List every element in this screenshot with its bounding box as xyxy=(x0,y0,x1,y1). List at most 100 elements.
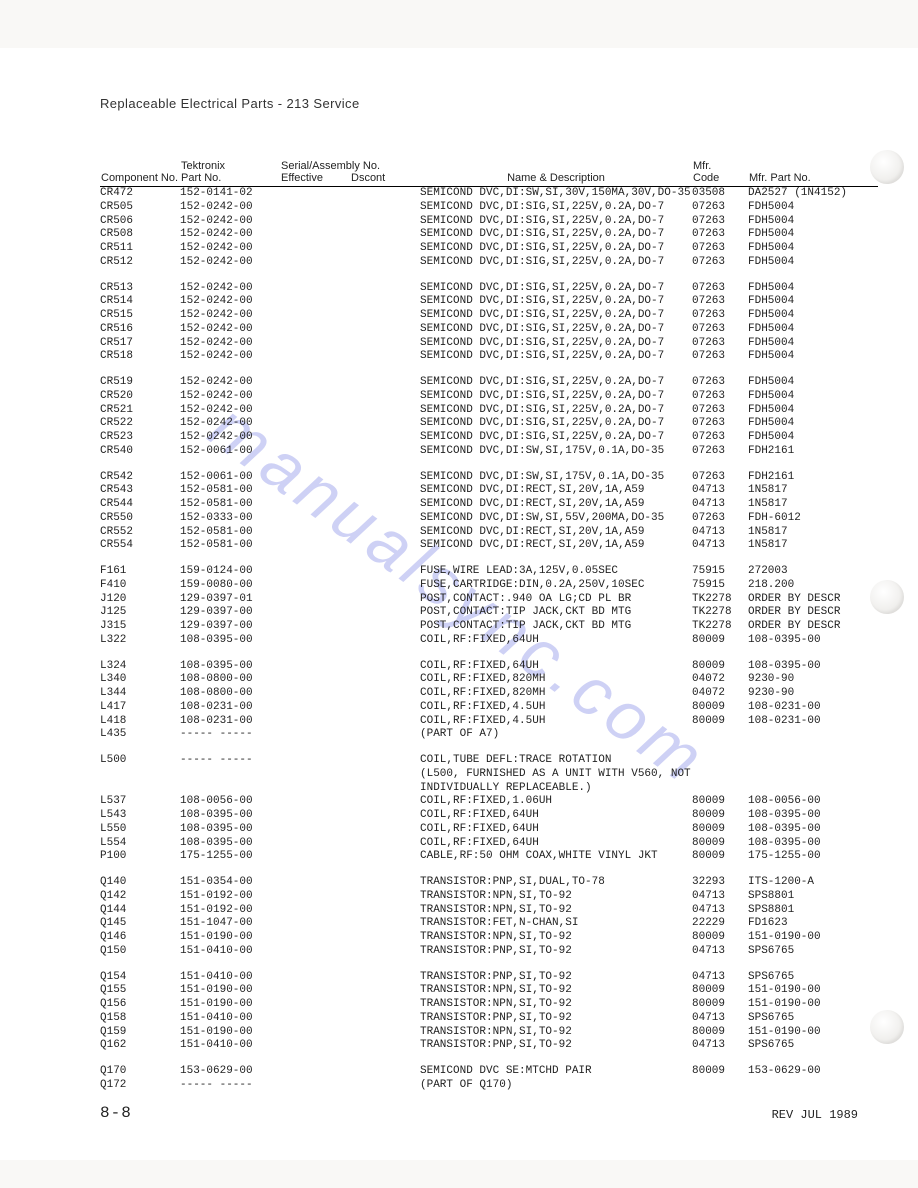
cell-code: 04072 xyxy=(692,673,748,687)
cell-comp: CR516 xyxy=(100,323,180,337)
cell-part: 151-0190-00 xyxy=(180,998,280,1012)
cell-comp: L324 xyxy=(100,660,180,674)
cell-eff xyxy=(280,728,350,742)
table-row: F410159-0080-00FUSE,CARTRIDGE:DIN,0.2A,2… xyxy=(100,579,878,593)
cell-mfr: 151-0190-00 xyxy=(748,984,878,998)
cell-dsc xyxy=(350,579,420,593)
cell-comp: CR508 xyxy=(100,228,180,242)
cell-comp: L344 xyxy=(100,687,180,701)
cell-part: 152-0242-00 xyxy=(180,295,280,309)
cell-mfr: DA2527 (1N4152) xyxy=(748,187,878,201)
cell-desc: SEMICOND DVC,DI:SW,SI,175V,0.1A,DO-35 xyxy=(420,471,692,485)
cell-mfr: SPS8801 xyxy=(748,904,878,918)
cell-part: 151-0410-00 xyxy=(180,971,280,985)
table-row: L435----- -----(PART OF A7) xyxy=(100,728,878,742)
cell-eff xyxy=(280,471,350,485)
cell-part: 151-0190-00 xyxy=(180,1026,280,1040)
cell-eff xyxy=(280,850,350,864)
cell-part: 108-0231-00 xyxy=(180,701,280,715)
cell-dsc xyxy=(350,890,420,904)
cell-part: 152-0581-00 xyxy=(180,526,280,540)
cell-part: 108-0056-00 xyxy=(180,795,280,809)
cell-desc: CABLE,RF:50 OHM COAX,WHITE VINYL JKT xyxy=(420,850,692,864)
cell-part: 151-0410-00 xyxy=(180,1039,280,1053)
cell-dsc xyxy=(350,754,420,768)
cell-mfr: FDH-6012 xyxy=(748,512,878,526)
cell-eff xyxy=(280,323,350,337)
table-row: L344108-0800-00COIL,RF:FIXED,820MH040729… xyxy=(100,687,878,701)
cell-comp: CR521 xyxy=(100,404,180,418)
cell-comp: F410 xyxy=(100,579,180,593)
table-row: Q162151-0410-00TRANSISTOR:PNP,SI,TO-9204… xyxy=(100,1039,878,1053)
cell-mfr: 151-0190-00 xyxy=(748,931,878,945)
cell-comp: Q158 xyxy=(100,1012,180,1026)
cell-mfr xyxy=(748,768,878,782)
cell-comp: CR472 xyxy=(100,187,180,201)
cell-desc: SEMICOND DVC,DI:SIG,SI,225V,0.2A,DO-7 xyxy=(420,323,692,337)
cell-mfr: 151-0190-00 xyxy=(748,998,878,1012)
cell-eff xyxy=(280,187,350,201)
cell-eff xyxy=(280,337,350,351)
cell-dsc xyxy=(350,1079,420,1093)
table-row: Q154151-0410-00TRANSISTOR:PNP,SI,TO-9204… xyxy=(100,971,878,985)
cell-code: 07263 xyxy=(692,471,748,485)
cell-dsc xyxy=(350,295,420,309)
cell-mfr: FDH5004 xyxy=(748,431,878,445)
cell-dsc xyxy=(350,565,420,579)
cell-comp: CR512 xyxy=(100,256,180,270)
cell-comp: P100 xyxy=(100,850,180,864)
header-mfr-code: Mfr.Code xyxy=(692,159,748,187)
cell-mfr: 218.200 xyxy=(748,579,878,593)
cell-dsc xyxy=(350,431,420,445)
cell-comp: CR506 xyxy=(100,215,180,229)
cell-comp: Q172 xyxy=(100,1079,180,1093)
cell-eff xyxy=(280,201,350,215)
cell-part: 151-0190-00 xyxy=(180,931,280,945)
parts-table: Component No. TektronixPart No. Serial/A… xyxy=(100,159,878,1093)
cell-dsc xyxy=(350,931,420,945)
cell-mfr: 1N5817 xyxy=(748,484,878,498)
cell-comp: CR513 xyxy=(100,282,180,296)
cell-dsc xyxy=(350,945,420,959)
cell-part: 108-0800-00 xyxy=(180,687,280,701)
cell-mfr: 9230-90 xyxy=(748,687,878,701)
cell-comp: CR505 xyxy=(100,201,180,215)
cell-dsc xyxy=(350,445,420,459)
cell-comp: L500 xyxy=(100,754,180,768)
cell-dsc xyxy=(350,498,420,512)
cell-mfr: 108-0395-00 xyxy=(748,634,878,648)
cell-desc: SEMICOND DVC,DI:SIG,SI,225V,0.2A,DO-7 xyxy=(420,390,692,404)
table-row: Q140151-0354-00TRANSISTOR:PNP,SI,DUAL,TO… xyxy=(100,876,878,890)
cell-eff xyxy=(280,228,350,242)
cell-part: 152-0141-02 xyxy=(180,187,280,201)
cell-mfr: FDH5004 xyxy=(748,201,878,215)
cell-eff xyxy=(280,390,350,404)
table-header: Component No. TektronixPart No. Serial/A… xyxy=(100,159,878,187)
cell-eff xyxy=(280,634,350,648)
table-row: L340108-0800-00COIL,RF:FIXED,820MH040729… xyxy=(100,673,878,687)
cell-desc: COIL,RF:FIXED,64UH xyxy=(420,809,692,823)
cell-part: 151-0190-00 xyxy=(180,984,280,998)
table-row: (L500, FURNISHED AS A UNIT WITH V560, NO… xyxy=(100,768,878,782)
cell-part: 151-0192-00 xyxy=(180,890,280,904)
cell-code: 04713 xyxy=(692,971,748,985)
cell-eff xyxy=(280,417,350,431)
table-row: CR516152-0242-00SEMICOND DVC,DI:SIG,SI,2… xyxy=(100,323,878,337)
cell-dsc xyxy=(350,876,420,890)
cell-mfr: FDH5004 xyxy=(748,215,878,229)
cell-code: 80009 xyxy=(692,701,748,715)
header-component: Component No. xyxy=(100,159,180,187)
cell-dsc xyxy=(350,593,420,607)
cell-mfr: 108-0395-00 xyxy=(748,823,878,837)
cell-dsc xyxy=(350,660,420,674)
cell-comp: F161 xyxy=(100,565,180,579)
cell-part: 152-0242-00 xyxy=(180,404,280,418)
table-row: INDIVIDUALLY REPLACEABLE.) xyxy=(100,782,878,796)
table-row: F161159-0124-00FUSE,WIRE LEAD:3A,125V,0.… xyxy=(100,565,878,579)
cell-part: 153-0629-00 xyxy=(180,1065,280,1079)
cell-desc: SEMICOND DVC,DI:SW,SI,175V,0.1A,DO-35 xyxy=(420,445,692,459)
cell-dsc xyxy=(350,471,420,485)
cell-dsc xyxy=(350,701,420,715)
table-row: Q142151-0192-00TRANSISTOR:NPN,SI,TO-9204… xyxy=(100,890,878,904)
cell-eff xyxy=(280,673,350,687)
